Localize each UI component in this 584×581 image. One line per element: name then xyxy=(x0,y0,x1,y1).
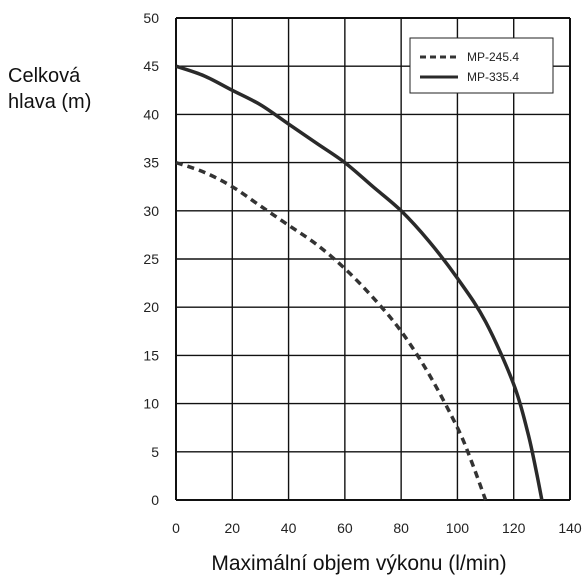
series-line-mp-245-4 xyxy=(175,160,488,501)
series-line-mp-335-4 xyxy=(175,64,544,501)
x-tick-label: 20 xyxy=(224,520,240,536)
y-tick-label: 35 xyxy=(143,155,159,171)
y-tick-label: 20 xyxy=(143,299,159,315)
x-tick-label: 40 xyxy=(281,520,297,536)
y-tick-label: 10 xyxy=(143,396,159,412)
y-tick-label: 40 xyxy=(143,106,159,122)
x-tick-label: 80 xyxy=(393,520,409,536)
legend: MP-245.4 MP-335.4 xyxy=(409,37,554,94)
x-tick-label: 140 xyxy=(558,520,582,536)
y-tick-label: 50 xyxy=(143,10,159,26)
x-tick-label: 0 xyxy=(172,520,180,536)
x-tick-label: 100 xyxy=(446,520,470,536)
y-tick-labels: 0 5 10 15 20 25 30 35 40 45 50 xyxy=(143,10,159,508)
y-tick-label: 5 xyxy=(151,444,159,460)
y-tick-label: 15 xyxy=(143,347,159,363)
x-axis-label: Maximální objem výkonu (l/min) xyxy=(211,552,506,575)
y-axis-label-line-2: hlava (m) xyxy=(8,91,91,113)
legend-box xyxy=(409,37,554,94)
legend-label-mp-335-4: MP-335.4 xyxy=(467,70,519,84)
x-tick-labels: 0 20 40 60 80 100 120 140 xyxy=(172,520,582,536)
grid xyxy=(175,17,571,501)
y-tick-label: 0 xyxy=(151,492,159,508)
x-tick-label: 120 xyxy=(502,520,526,536)
x-tick-label: 60 xyxy=(337,520,353,536)
y-tick-label: 45 xyxy=(143,58,159,74)
y-tick-label: 25 xyxy=(143,251,159,267)
series-layer xyxy=(175,64,544,501)
y-tick-label: 30 xyxy=(143,203,159,219)
y-axis-label-line-1: Celková xyxy=(8,65,81,87)
legend-label-mp-245-4: MP-245.4 xyxy=(467,50,519,64)
